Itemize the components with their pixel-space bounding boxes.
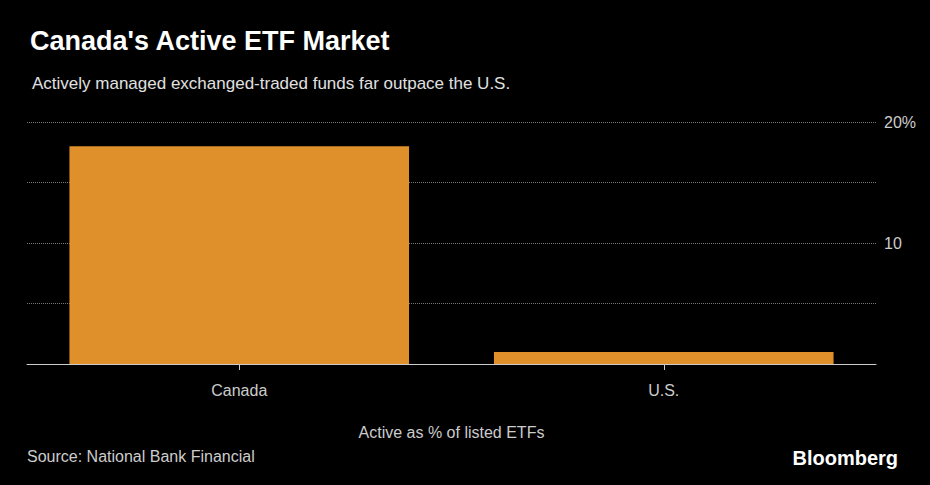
- svg-text:Canada's Active ETF Market: Canada's Active ETF Market: [30, 26, 390, 56]
- svg-text:10: 10: [884, 235, 902, 252]
- svg-text:Active as % of listed ETFs: Active as % of listed ETFs: [359, 424, 545, 441]
- svg-text:Canada: Canada: [211, 382, 267, 399]
- svg-text:U.S.: U.S.: [648, 382, 679, 399]
- svg-text:20%: 20%: [884, 114, 916, 131]
- svg-text:Actively managed exchanged-tra: Actively managed exchanged-traded funds …: [32, 74, 510, 93]
- svg-text:Source: National Bank Financia: Source: National Bank Financial: [27, 448, 255, 465]
- svg-text:Bloomberg: Bloomberg: [792, 447, 898, 469]
